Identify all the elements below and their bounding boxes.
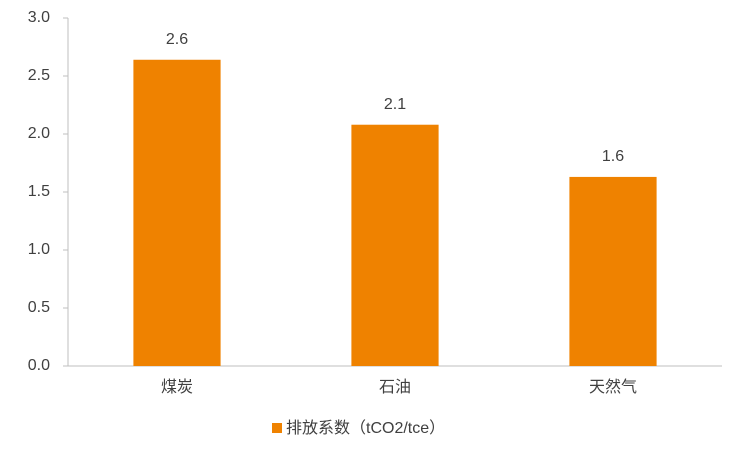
legend-label: 排放系数（tCO2/tce） [286, 419, 445, 437]
y-tick-label: 0.5 [28, 299, 50, 316]
x-tick-label: 天然气 [589, 378, 637, 396]
bar [569, 176, 657, 366]
y-tick-label: 1.0 [28, 241, 50, 258]
data-label: 1.6 [602, 148, 624, 165]
y-tick-label: 1.5 [28, 183, 50, 200]
bar [351, 124, 439, 366]
x-tick-label: 石油 [379, 378, 411, 396]
y-tick-label: 3.0 [28, 9, 50, 26]
y-tick-label: 2.5 [28, 67, 50, 84]
data-label: 2.1 [384, 96, 406, 113]
y-tick-label: 2.0 [28, 125, 50, 142]
y-tick-label: 0.0 [28, 357, 50, 374]
data-label: 2.6 [166, 31, 188, 48]
x-tick-label: 煤炭 [161, 378, 193, 396]
bar [133, 59, 221, 366]
legend-swatch [272, 423, 282, 433]
